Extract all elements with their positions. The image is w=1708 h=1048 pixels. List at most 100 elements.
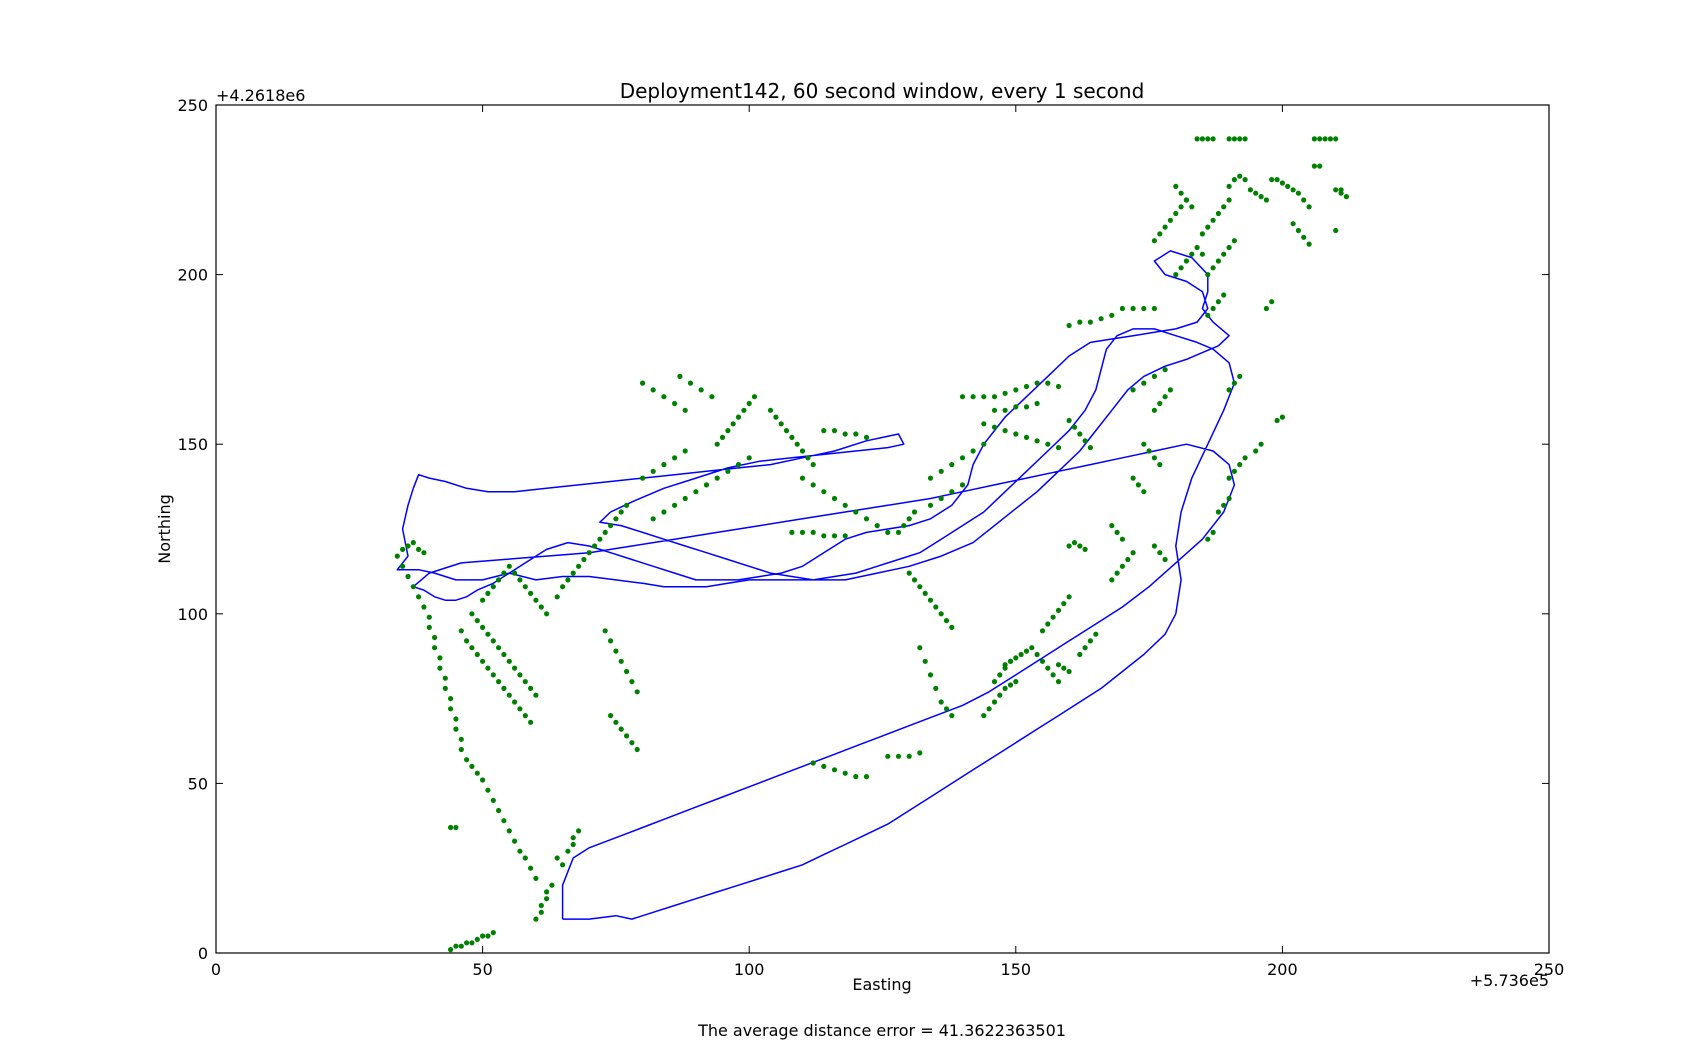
estimate-point xyxy=(1151,407,1157,413)
estimate-point xyxy=(480,933,486,939)
estimate-point xyxy=(1002,428,1008,434)
estimate-point xyxy=(511,699,518,705)
estimate-point xyxy=(810,482,816,488)
x-tick-label: 150 xyxy=(1001,960,1032,979)
estimate-point xyxy=(538,909,544,915)
estimate-point xyxy=(1205,224,1211,230)
estimate-point xyxy=(501,685,507,692)
estimate-point xyxy=(1013,655,1019,661)
estimate-point xyxy=(464,757,470,763)
estimate-point xyxy=(1066,543,1072,549)
estimate-point xyxy=(1125,556,1131,563)
estimate-point xyxy=(522,713,528,719)
estimate-point xyxy=(1018,651,1024,658)
estimate-point xyxy=(831,767,838,773)
estimate-point xyxy=(1311,163,1317,169)
estimate-point xyxy=(538,604,544,610)
estimate-point xyxy=(927,672,934,678)
estimate-point xyxy=(1231,136,1237,142)
estimate-point xyxy=(970,394,976,400)
estimate-point xyxy=(1002,390,1008,396)
estimate-point xyxy=(1333,136,1339,142)
estimate-point xyxy=(1215,258,1221,264)
estimate-point xyxy=(511,570,518,576)
estimate-point xyxy=(943,618,950,624)
estimate-point xyxy=(522,679,528,685)
estimate-point xyxy=(959,482,966,488)
estimate-point xyxy=(506,658,512,664)
estimate-point xyxy=(933,685,939,692)
estimate-point xyxy=(938,611,944,617)
estimate-point xyxy=(1098,316,1104,322)
estimate-point xyxy=(1237,173,1243,179)
estimate-point xyxy=(1194,136,1200,142)
estimate-point xyxy=(650,516,656,522)
estimate-point xyxy=(400,546,406,553)
estimate-point xyxy=(1066,322,1072,329)
estimate-point xyxy=(1237,373,1243,379)
estimate-point xyxy=(533,597,539,603)
estimate-point xyxy=(917,645,923,651)
estimate-point xyxy=(933,604,939,610)
estimate-point xyxy=(1269,299,1275,305)
estimate-point xyxy=(938,468,944,474)
estimate-point xyxy=(1178,204,1184,210)
estimate-point xyxy=(1077,543,1083,549)
estimate-point xyxy=(714,441,720,447)
estimate-point xyxy=(448,824,454,831)
estimate-point xyxy=(1071,424,1078,430)
estimate-point xyxy=(672,502,678,508)
estimate-point xyxy=(517,706,523,712)
estimate-point xyxy=(1221,251,1227,257)
estimate-point xyxy=(821,489,827,495)
estimate-point xyxy=(842,431,848,437)
y-ticks: 0 50 100 150 200 250 xyxy=(177,96,1549,963)
estimate-point xyxy=(1263,305,1269,312)
estimate-point xyxy=(544,611,550,617)
estimate-point xyxy=(437,665,443,671)
estimate-point xyxy=(1306,204,1312,210)
estimate-point xyxy=(1039,628,1046,634)
estimate-point xyxy=(528,865,534,871)
estimate-point xyxy=(1071,540,1078,546)
estimate-point xyxy=(570,570,576,576)
estimate-point xyxy=(1093,631,1099,637)
estimate-point xyxy=(1066,594,1072,600)
estimate-point xyxy=(1055,445,1062,451)
estimate-point xyxy=(703,482,710,488)
estimate-point xyxy=(490,930,496,936)
estimate-point xyxy=(970,448,976,454)
estimate-point xyxy=(927,597,934,603)
estimate-point xyxy=(1279,414,1285,420)
estimate-point xyxy=(735,414,742,420)
estimate-point xyxy=(485,590,491,597)
estimate-point xyxy=(863,774,870,780)
estimate-point xyxy=(506,828,512,834)
estimate-point xyxy=(682,407,688,413)
estimate-point xyxy=(1082,546,1088,553)
estimate-point xyxy=(480,624,486,631)
estimate-point xyxy=(453,726,459,732)
estimate-point xyxy=(746,455,752,461)
estimate-point xyxy=(480,658,486,664)
estimate-point xyxy=(783,428,790,434)
estimate-point xyxy=(1247,187,1253,193)
estimate-point xyxy=(1045,621,1051,627)
estimate-point xyxy=(831,533,838,539)
estimate-point xyxy=(1274,177,1280,183)
estimate-point xyxy=(1333,187,1339,193)
estimate-point xyxy=(682,448,688,454)
estimate-point xyxy=(922,658,928,664)
estimate-point xyxy=(458,943,464,949)
estimate-point xyxy=(1119,305,1125,312)
estimate-point xyxy=(560,862,566,868)
estimate-point xyxy=(496,679,502,685)
estimate-point xyxy=(608,638,614,644)
estimate-point xyxy=(650,468,656,474)
estimate-point xyxy=(789,529,795,536)
estimate-point xyxy=(1055,607,1062,614)
estimate-point xyxy=(400,563,406,569)
estimate-point xyxy=(1295,190,1301,196)
estimate-point xyxy=(1167,217,1173,223)
